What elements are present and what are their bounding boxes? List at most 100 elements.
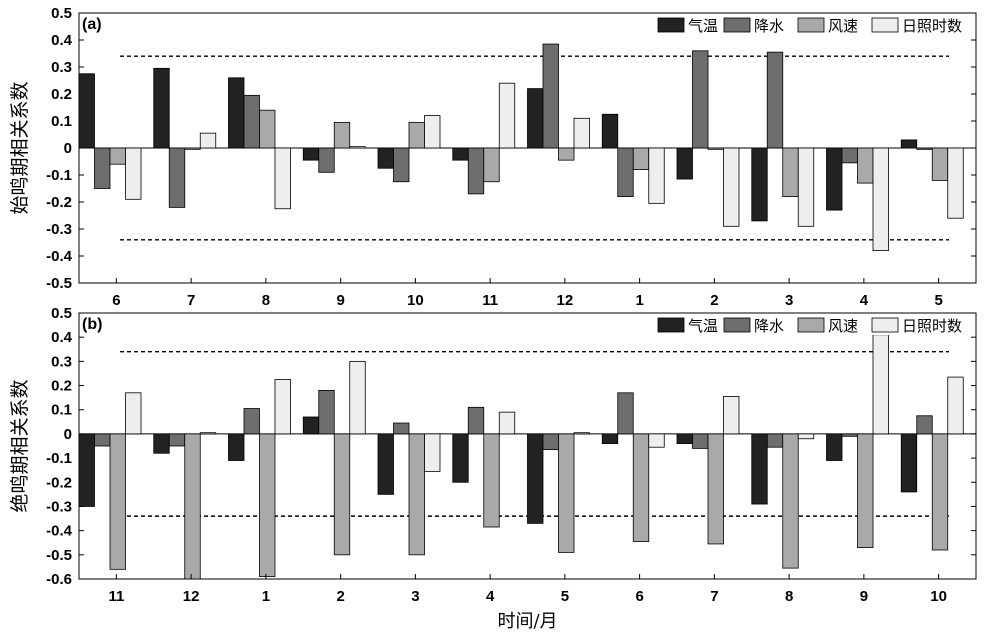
bar-temperature-7 xyxy=(676,433,693,444)
legend-label: 日照时数 xyxy=(902,17,962,35)
y-tick-label: -0.5 xyxy=(46,547,72,564)
legend-swatch xyxy=(797,17,825,33)
x-axis-label: 时间/月 xyxy=(497,611,557,632)
bar-sunshine-11 xyxy=(125,392,142,435)
bar-temperature-9 xyxy=(826,433,843,461)
bar-sunshine-5 xyxy=(947,147,964,219)
panel-label: (a) xyxy=(82,16,102,33)
x-tick-label: 2 xyxy=(336,588,344,605)
bar-precipitation-4 xyxy=(467,406,485,435)
bar-temperature-6 xyxy=(601,433,619,444)
x-tick-label: 5 xyxy=(561,588,569,605)
bar-sunshine-12 xyxy=(199,432,217,435)
x-tick-label: 12 xyxy=(183,588,200,605)
bar-wind-speed-5 xyxy=(931,147,949,181)
legend-swatch xyxy=(871,317,899,333)
bar-wind-speed-11 xyxy=(109,433,126,570)
bar-sunshine-1 xyxy=(274,379,291,435)
x-tick-label: 1 xyxy=(262,588,270,605)
bar-temperature-4 xyxy=(826,147,843,211)
legend-swatch xyxy=(871,17,899,33)
y-tick-label: 0.2 xyxy=(51,86,72,103)
bar-wind-speed-8 xyxy=(782,433,799,569)
panel-label: (b) xyxy=(82,316,102,333)
x-tick-label: 2 xyxy=(710,292,718,309)
bar-precipitation-2 xyxy=(692,50,709,149)
bar-wind-speed-12 xyxy=(184,433,201,580)
bar-temperature-2 xyxy=(676,147,693,180)
bar-temperature-7 xyxy=(153,67,170,149)
bar-temperature-2 xyxy=(302,416,320,435)
bar-precipitation-11 xyxy=(467,147,485,195)
bar-precipitation-3 xyxy=(766,51,784,149)
x-tick-label: 9 xyxy=(336,292,344,309)
bar-temperature-8 xyxy=(751,433,768,505)
bar-sunshine-2 xyxy=(723,147,740,227)
legend-label: 降水 xyxy=(754,17,784,35)
bar-temperature-12 xyxy=(153,433,170,454)
bar-sunshine-3 xyxy=(424,433,441,472)
bar-sunshine-12 xyxy=(573,117,590,149)
bar-precipitation-2 xyxy=(318,389,335,435)
bar-wind-speed-4 xyxy=(857,147,874,184)
bar-precipitation-7 xyxy=(692,433,709,449)
y-tick-label: -0.3 xyxy=(46,498,72,515)
y-tick-label: -0.6 xyxy=(46,571,72,588)
bar-precipitation-5 xyxy=(542,433,559,451)
legend-swatch xyxy=(657,317,685,333)
y-tick-label: -0.2 xyxy=(46,474,72,491)
y-tick-label: 0.4 xyxy=(51,329,73,346)
y-tick-label: -0.3 xyxy=(46,221,72,238)
legend-label: 降水 xyxy=(754,317,784,335)
bar-sunshine-10 xyxy=(424,115,441,149)
legend-swatch xyxy=(657,17,685,33)
legend-swatch xyxy=(797,317,825,333)
x-tick-label: 11 xyxy=(482,292,498,309)
bar-precipitation-7 xyxy=(168,147,186,208)
bar-precipitation-9 xyxy=(318,147,335,173)
bar-sunshine-10 xyxy=(947,376,964,435)
y-tick-label: 0.4 xyxy=(51,32,73,49)
x-tick-label: 11 xyxy=(108,588,124,605)
panel-a: -0.5 -0.4 -0.3 -0.2 -0.1 0 0.1 0.2 0.3 0.4 0.5 6 7 8 9… xyxy=(9,5,977,309)
bar-wind-speed-2 xyxy=(333,433,351,556)
bar-precipitation-12 xyxy=(168,433,186,447)
bar-temperature-5 xyxy=(527,433,544,524)
y-tick-label: -0.2 xyxy=(46,194,72,211)
bar-precipitation-9 xyxy=(841,433,858,437)
bar-precipitation-10 xyxy=(393,147,410,183)
y-tick-label: -0.4 xyxy=(46,248,73,265)
bar-temperature-1 xyxy=(228,433,245,461)
bar-sunshine-9 xyxy=(872,334,889,435)
legend-label: 气温 xyxy=(688,17,718,35)
x-tick-label: 3 xyxy=(785,292,793,309)
bar-sunshine-2 xyxy=(349,360,366,435)
bar-temperature-9 xyxy=(302,147,320,161)
y-tick-label: -0.1 xyxy=(46,450,72,467)
bar-wind-speed-7 xyxy=(184,147,201,150)
bar-wind-speed-6 xyxy=(632,433,650,542)
bar-sunshine-8 xyxy=(797,433,815,440)
bar-precipitation-5 xyxy=(916,147,933,150)
y-tick-label: -0.5 xyxy=(46,275,72,292)
bar-wind-speed-6 xyxy=(109,147,126,165)
bar-wind-speed-4 xyxy=(483,433,500,528)
bar-precipitation-10 xyxy=(916,415,933,435)
y-axis-label: 始鸣期相关系数 xyxy=(9,81,31,214)
bar-temperature-1 xyxy=(601,113,619,149)
bar-precipitation-4 xyxy=(841,147,858,164)
bar-precipitation-1 xyxy=(617,147,634,197)
bar-temperature-8 xyxy=(228,77,245,149)
bar-precipitation-12 xyxy=(542,43,559,149)
legend: 气温 降水 风速 日照时数 xyxy=(656,15,974,35)
legend-swatch xyxy=(723,17,751,33)
bar-wind-speed-12 xyxy=(558,147,575,161)
bar-wind-speed-10 xyxy=(408,121,425,149)
bar-wind-speed-8 xyxy=(259,109,276,149)
bar-sunshine-8 xyxy=(274,147,291,210)
x-tick-label: 7 xyxy=(710,588,718,605)
y-tick-label: 0.3 xyxy=(51,59,72,76)
y-tick-label: 0.5 xyxy=(51,305,72,322)
bar-precipitation-3 xyxy=(393,422,410,435)
